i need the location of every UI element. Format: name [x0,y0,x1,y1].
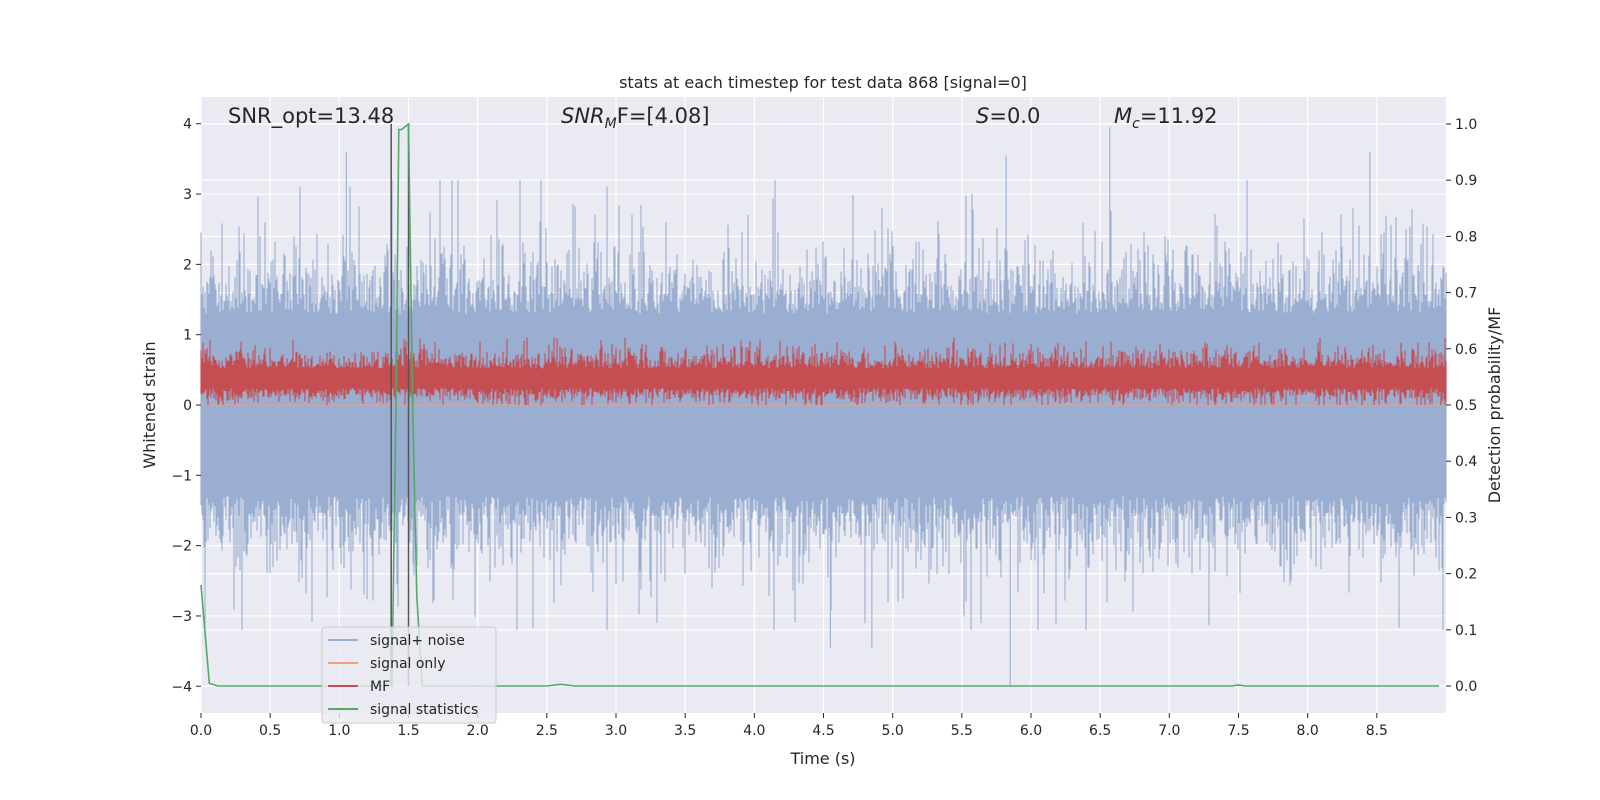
s-main: S [976,104,989,128]
x-tick-label: 2.5 [536,723,558,739]
y-tick-label: −2 [171,539,192,555]
y2-axis-ticks: 1.0 0.9 0.8 0.7 0.6 0.5 0.4 0.3 0.2 0.1 0.0 [1446,117,1477,695]
mf-trace [200,337,1447,405]
legend-label-mf: MF [370,679,390,695]
mc-sub: c [1132,116,1140,132]
x-tick-label: 1.5 [397,723,419,739]
y-tick-label: 4 [183,117,192,133]
mc-main: M [1114,104,1132,128]
y-axis-label: Whitened strain [140,341,159,468]
annotation-snr-mf: SNRMF=[4.08] [561,104,710,132]
y2-tick-label: 0.6 [1455,342,1477,358]
y-tick-label: 2 [183,257,192,273]
x-tick-label: 4.5 [812,723,834,739]
snr-mf-main: SNR [561,104,605,128]
legend-label-signal-noise: signal+ noise [370,633,465,649]
y2-axis-label: Detection probability/MF [1485,307,1504,504]
y2-tick-label: 0.1 [1455,623,1477,639]
x-tick-label: 7.0 [1158,723,1180,739]
chart-title: stats at each timestep for test data 868… [619,73,1027,92]
y-axis-ticks: 4 3 2 1 0 −1 −2 −3 −4 [171,117,201,695]
mc-rest: =11.92 [1140,104,1218,128]
x-tick-label: 1.0 [328,723,350,739]
x-tick-label: 0.5 [259,723,281,739]
snr-mf-sub: M [605,116,617,132]
x-tick-label: 8.0 [1297,723,1319,739]
y2-tick-label: 0.3 [1455,510,1477,526]
y-tick-label: −3 [171,609,192,625]
annotation-mc: Mc=11.92 [1114,104,1218,132]
y-tick-label: 3 [183,187,192,203]
y-tick-label: −4 [171,679,192,695]
x-tick-label: 4.0 [743,723,765,739]
x-tick-label: 5.5 [951,723,973,739]
y-tick-label: 1 [183,328,192,344]
y2-tick-label: 0.5 [1455,398,1477,414]
y2-tick-label: 0.0 [1455,679,1477,695]
x-axis-label: Time (s) [789,749,855,768]
annotation-s: S=0.0 [976,104,1040,128]
x-tick-label: 5.0 [882,723,904,739]
legend-label-signal-only: signal only [370,656,445,672]
snr-mf-rest: F=[4.08] [617,104,710,128]
s-rest: =0.0 [989,104,1040,128]
y2-tick-label: 1.0 [1455,117,1477,133]
x-tick-label: 7.5 [1227,723,1249,739]
x-tick-label: 3.5 [674,723,696,739]
annotation-snr-opt: SNR_opt=13.48 [228,104,394,129]
x-tick-label: 8.5 [1366,723,1388,739]
legend-box [321,626,497,724]
y2-tick-label: 0.7 [1455,286,1477,302]
x-axis-ticks: 0.0 0.5 1.0 1.5 2.0 2.5 3.0 3.5 4.0 4.5 5.0 5.5 6.0 6… [190,713,1388,739]
peak-markers [390,123,410,687]
y2-tick-label: 0.4 [1455,454,1477,470]
series-mf [200,337,1447,405]
legend: signal+ noise signal only MF signal stat… [321,626,497,724]
x-tick-label: 2.0 [467,723,489,739]
x-tick-label: 0.0 [190,723,212,739]
y2-tick-label: 0.8 [1455,229,1477,245]
y-tick-label: 0 [183,398,192,414]
y2-tick-label: 0.9 [1455,173,1477,189]
x-tick-label: 3.0 [605,723,627,739]
legend-label-signal-statistics: signal statistics [370,702,478,718]
y-tick-label: −1 [171,468,192,484]
x-tick-label: 6.5 [1089,723,1111,739]
y2-tick-label: 0.2 [1455,567,1477,583]
x-tick-label: 6.0 [1020,723,1042,739]
